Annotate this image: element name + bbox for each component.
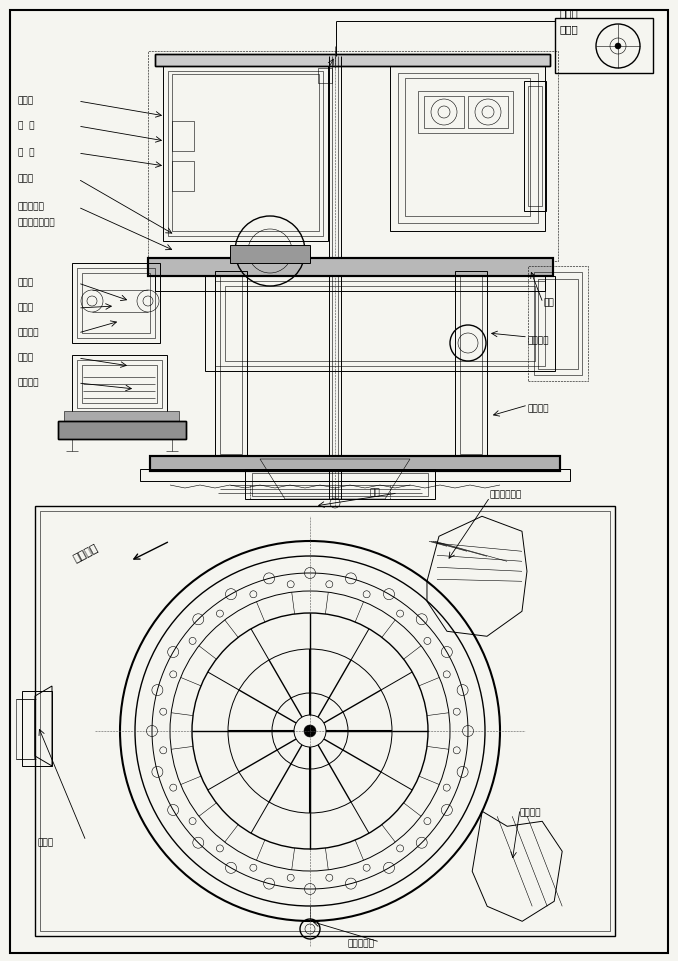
- Circle shape: [615, 43, 621, 49]
- Bar: [58, 421, 186, 439]
- Bar: [172, 74, 319, 231]
- Bar: [230, 245, 310, 263]
- Bar: [460, 276, 482, 454]
- Bar: [538, 279, 578, 369]
- Text: 底  架: 底 架: [18, 149, 35, 158]
- Text: （带冷却风扇）: （带冷却风扇）: [18, 218, 56, 228]
- Bar: [398, 73, 538, 223]
- Circle shape: [304, 725, 316, 737]
- Text: 变频电动机: 变频电动机: [18, 203, 45, 211]
- Bar: [424, 96, 464, 128]
- Bar: [555, 18, 653, 73]
- Text: 扇区形门组装: 扇区形门组装: [490, 490, 522, 500]
- Bar: [220, 276, 242, 454]
- Bar: [245, 469, 435, 499]
- Bar: [77, 268, 155, 338]
- Text: 刮刀组装: 刮刀组装: [520, 808, 542, 818]
- Bar: [77, 360, 162, 408]
- Text: 给、搪油管: 给、搪油管: [348, 940, 375, 949]
- Bar: [168, 71, 323, 236]
- Bar: [82, 273, 150, 333]
- Bar: [252, 473, 428, 496]
- Text: 电机座: 电机座: [18, 354, 34, 362]
- Text: 起重架: 起重架: [38, 839, 54, 848]
- Bar: [390, 66, 545, 231]
- Bar: [140, 469, 570, 481]
- Bar: [58, 421, 186, 439]
- Text: 除尘口: 除尘口: [560, 8, 579, 18]
- Bar: [22, 691, 52, 766]
- Bar: [405, 78, 530, 216]
- Bar: [148, 258, 553, 276]
- Bar: [455, 271, 487, 459]
- Text: 三角皮带: 三角皮带: [18, 329, 39, 337]
- Bar: [318, 68, 332, 83]
- Bar: [72, 355, 167, 413]
- Bar: [148, 51, 558, 261]
- Text: 可选配: 可选配: [560, 24, 579, 34]
- Bar: [205, 276, 555, 371]
- Bar: [215, 271, 247, 459]
- Text: 润滑装置: 润滑装置: [528, 336, 549, 346]
- Bar: [225, 286, 535, 361]
- Text: 圆盘转向: 圆盘转向: [72, 542, 100, 564]
- Text: 皮带轮: 皮带轮: [18, 304, 34, 312]
- Text: 短  管: 短 管: [18, 121, 35, 131]
- Bar: [155, 54, 550, 66]
- Bar: [82, 365, 157, 403]
- Bar: [528, 86, 542, 206]
- Bar: [150, 456, 560, 471]
- Bar: [40, 511, 610, 931]
- Bar: [524, 81, 546, 211]
- Text: 地脚螺栓: 地脚螺栓: [18, 379, 39, 387]
- Bar: [35, 506, 615, 936]
- Bar: [150, 456, 560, 471]
- Text: 减速机: 减速机: [18, 279, 34, 287]
- Bar: [418, 91, 513, 133]
- Bar: [172, 161, 194, 191]
- Bar: [534, 272, 582, 375]
- Bar: [64, 411, 179, 421]
- Bar: [528, 266, 588, 381]
- Bar: [215, 281, 545, 366]
- Text: 底座: 底座: [543, 299, 554, 308]
- Text: 圆盘: 圆盘: [370, 488, 381, 498]
- Text: 小齿轮: 小齿轮: [18, 175, 34, 184]
- Bar: [468, 96, 508, 128]
- Bar: [172, 121, 194, 151]
- Bar: [148, 258, 553, 276]
- Bar: [72, 263, 160, 343]
- Bar: [16, 699, 34, 759]
- Bar: [155, 54, 550, 66]
- Bar: [155, 276, 545, 291]
- Text: 本体支架: 本体支架: [528, 405, 549, 413]
- Bar: [163, 66, 328, 241]
- Text: 防尘罩: 防尘罩: [18, 96, 34, 106]
